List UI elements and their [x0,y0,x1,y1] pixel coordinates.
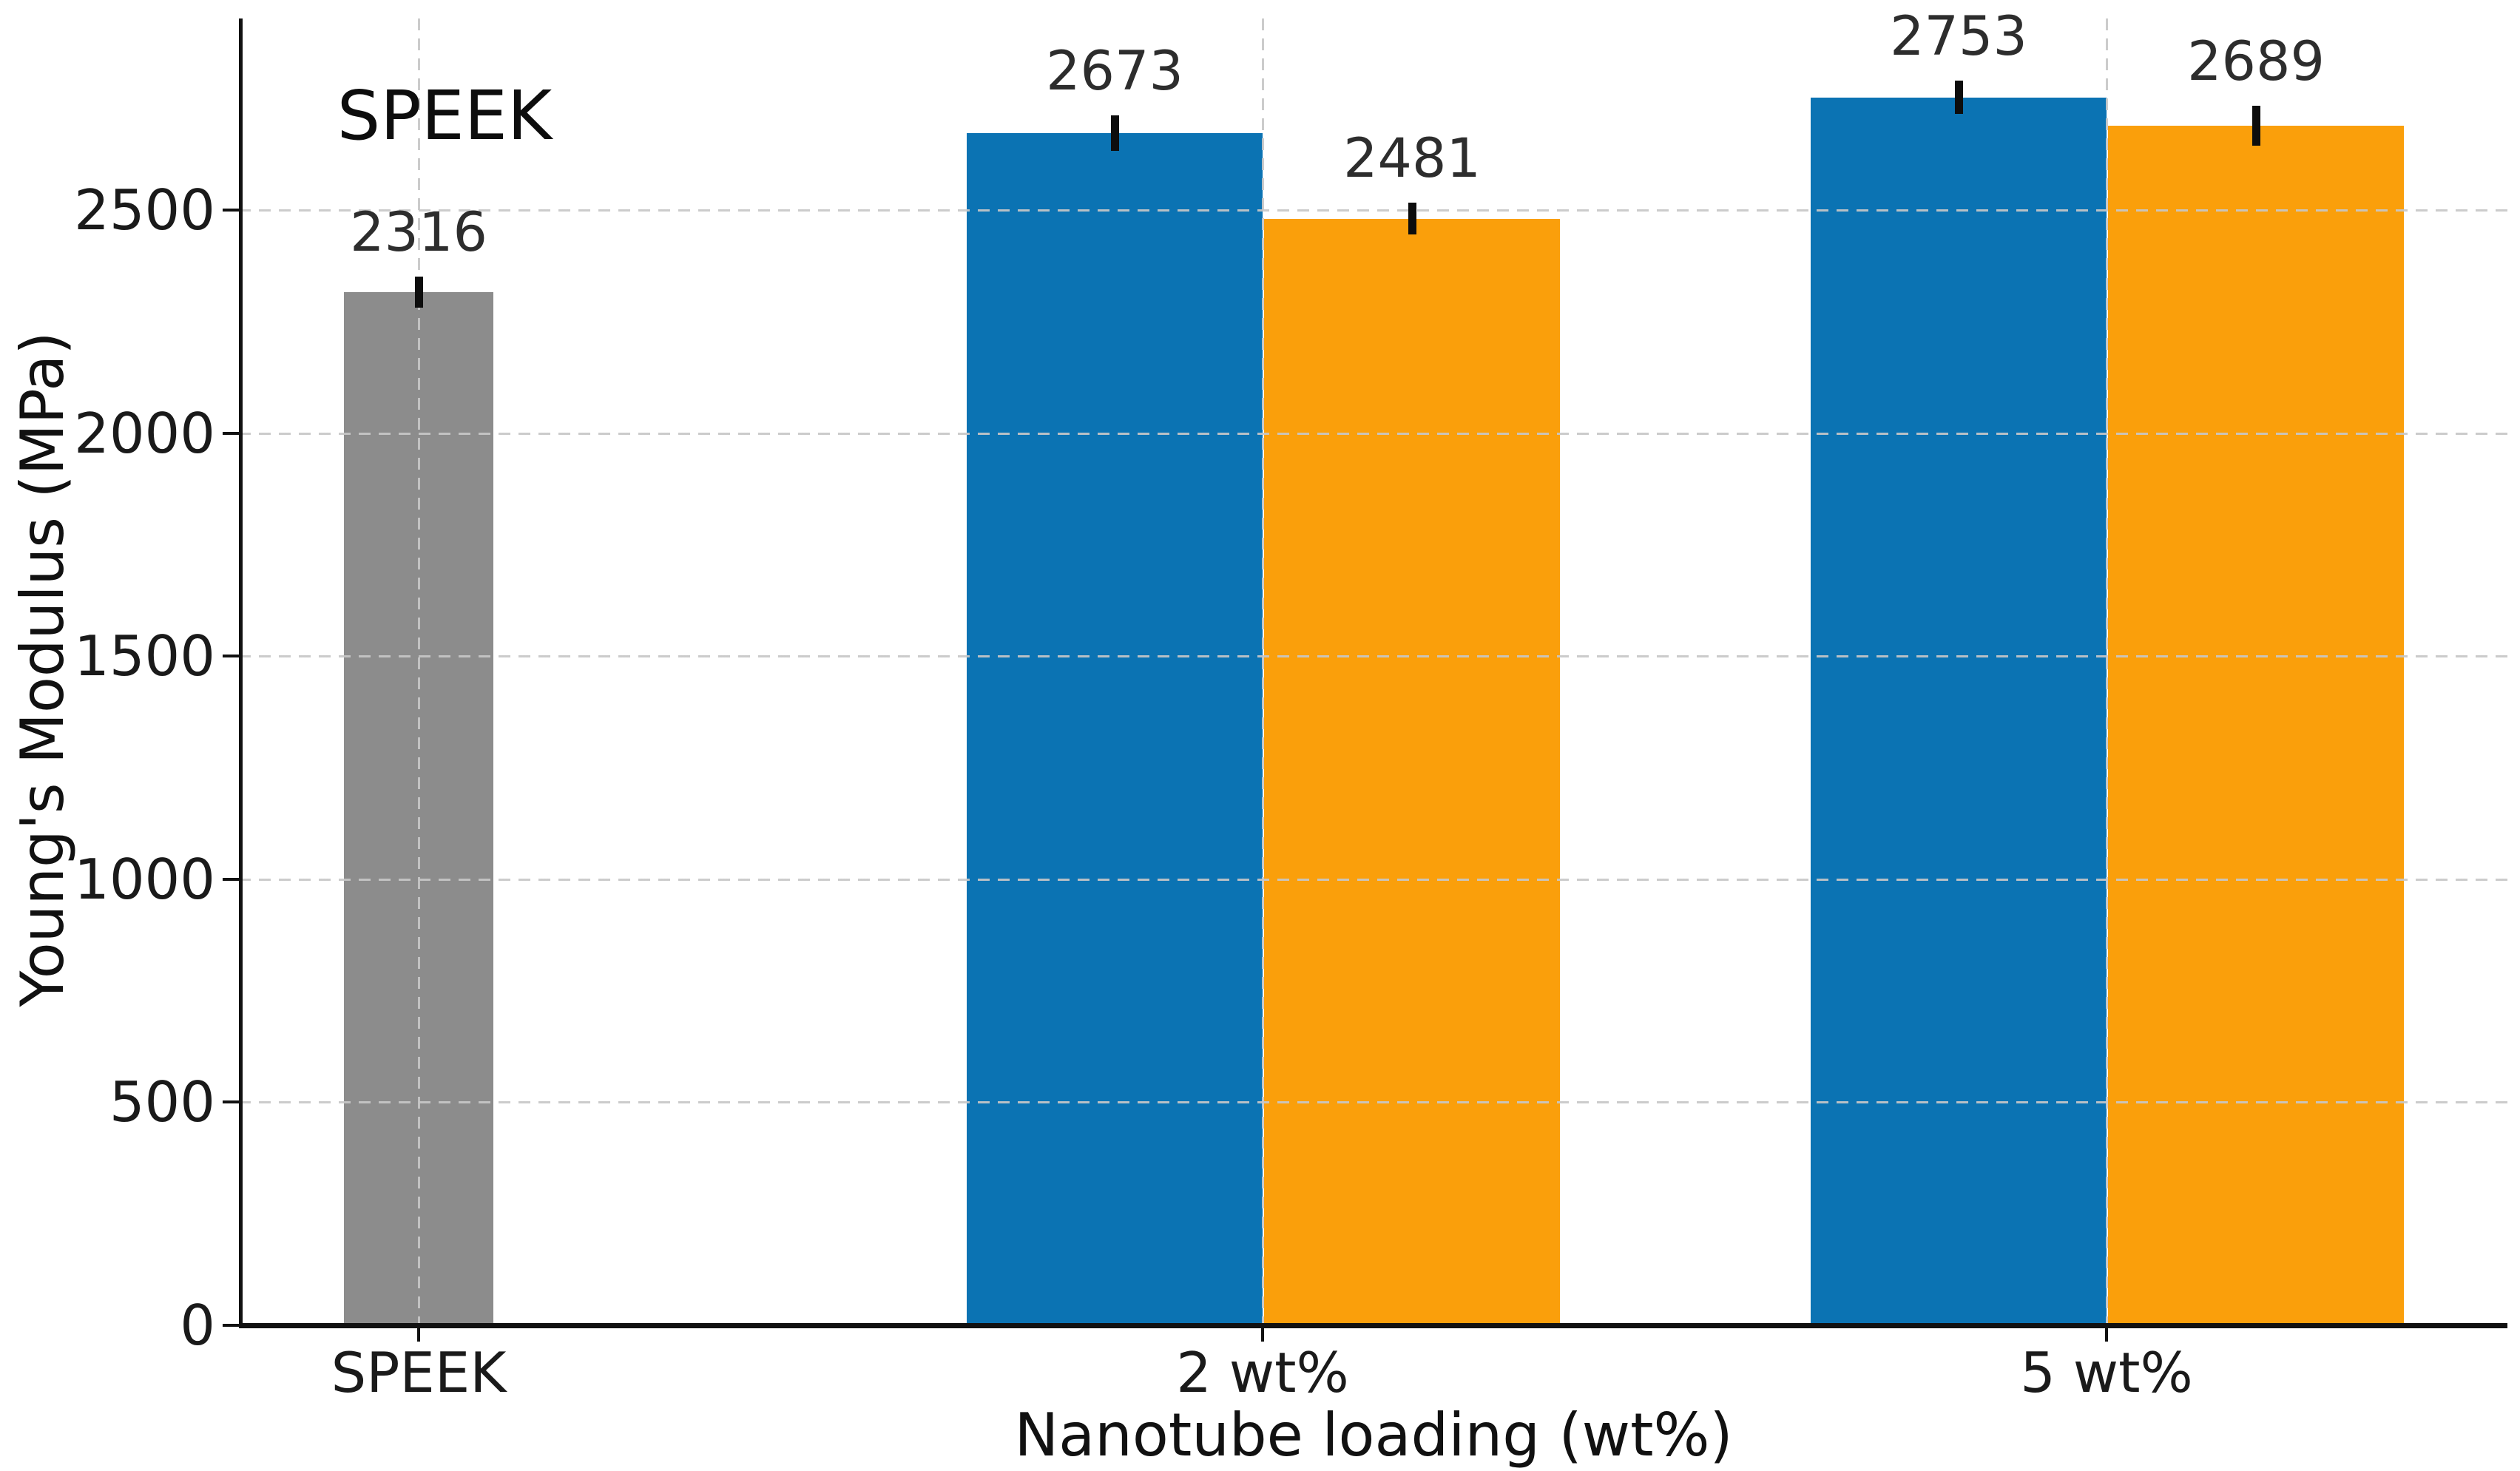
value-label-2689: 2689 [2187,30,2325,94]
x-tick-label-SPEEK: SPEEK [331,1340,507,1405]
x-tick-label-2wt%: 2 wt% [1176,1340,1349,1405]
y-tick-mark-500 [223,1100,239,1104]
h-gridline-2500 [239,209,2507,212]
speek-annotation: SPEEK [337,76,553,155]
error-bar-blue-series-2wt% [1111,115,1119,152]
y-tick-label-0: 0 [180,1293,215,1358]
bar-orange-series-2wt% [1264,218,1560,1328]
x-axis-title: Nanotube loading (wt%) [1014,1401,1733,1470]
y-axis-spine [239,18,243,1328]
bar-orange-series-5wt% [2108,126,2404,1328]
y-tick-label-2000: 2000 [74,400,215,466]
y-tick-label-2500: 2500 [74,177,215,243]
value-label-2753: 2753 [1890,5,2027,69]
error-bar-orange-series-5wt% [2252,106,2260,146]
y-tick-mark-0 [223,1324,239,1327]
bar-blue-series-5wt% [1811,97,2107,1328]
h-gridline-1500 [239,655,2507,658]
error-bar-neat-SPEEK-SPEEK [415,277,423,308]
value-label-2316: 2316 [350,201,487,265]
y-tick-label-500: 500 [109,1069,215,1135]
v-gridline-5wt% [2106,18,2108,1325]
x-tick-mark-SPEEK [417,1328,420,1342]
y-tick-label-1000: 1000 [74,846,215,912]
h-gridline-1000 [239,878,2507,881]
v-gridline-2wt% [1262,18,1264,1325]
x-axis-spine [239,1323,2507,1328]
y-axis-title: Young's Modulus (MPa) [8,331,77,1007]
error-bar-orange-series-2wt% [1408,203,1416,235]
y-tick-mark-2000 [223,431,239,435]
value-label-2673: 2673 [1046,39,1183,103]
value-label-2481: 2481 [1343,127,1481,191]
y-tick-label-1500: 1500 [74,623,215,689]
v-gridline-SPEEK [418,18,420,1325]
error-bar-blue-series-5wt% [1955,81,1963,115]
bar-blue-series-2wt% [967,132,1263,1328]
y-tick-mark-1000 [223,877,239,881]
x-tick-label-5wt%: 5 wt% [2020,1340,2193,1405]
x-tick-mark-2wt% [1261,1328,1264,1342]
y-tick-mark-2500 [223,209,239,212]
h-gridline-2000 [239,432,2507,435]
x-tick-mark-5wt% [2105,1328,2108,1342]
y-tick-mark-1500 [223,655,239,658]
h-gridline-500 [239,1101,2507,1104]
